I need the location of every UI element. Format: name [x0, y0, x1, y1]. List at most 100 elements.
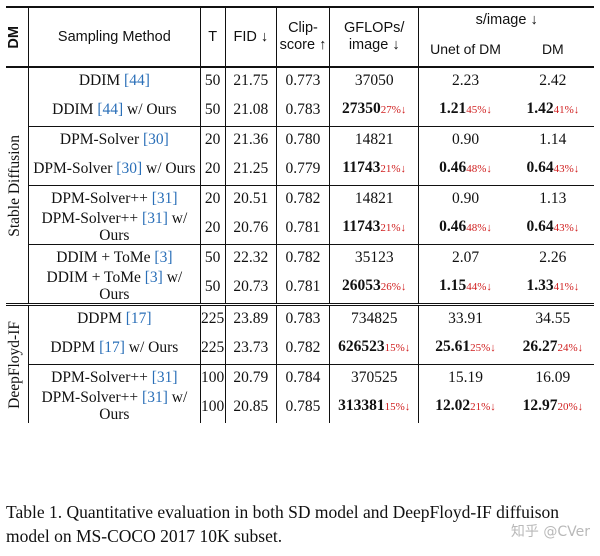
- clip-cell: 0.782: [276, 185, 331, 210]
- citation-link[interactable]: [17]: [99, 338, 125, 356]
- clip-cell: 0.782: [276, 244, 331, 269]
- method-cell: DDIM [44] w/ Ours: [28, 92, 201, 127]
- method-cell: DDPM [17] w/ Ours: [28, 330, 201, 365]
- table-row-ours: DPM-Solver++ [31] w/ Ours 20 20.76 0.781 117…: [6, 210, 594, 245]
- citation-link[interactable]: [44]: [97, 100, 124, 118]
- table-row-baseline: DPM-Solver++ [31] 20 20.51 0.782 14821 0.90 1.…: [6, 185, 594, 210]
- unet-cell: 0.4648%↓: [419, 151, 512, 186]
- fid-cell: 21.08: [224, 92, 277, 127]
- gflops-value: 27350: [342, 99, 381, 117]
- fid-cell: 20.51: [224, 185, 277, 210]
- results-table: DM Sampling Method T FID ↓ Clip-score ↑ …: [6, 6, 594, 423]
- clip-cell: 0.785: [276, 389, 331, 423]
- method-suffix: w/ Ours: [128, 338, 179, 356]
- clip-cell: 0.773: [276, 66, 331, 92]
- header-unet: Unet of DM: [430, 40, 501, 57]
- table-row-baseline: DeepFloyd-IF DDPM [17] 225 23.89 0.783 734825…: [6, 303, 594, 423]
- method-suffix: w/ Ours: [127, 100, 177, 118]
- header-simage: s/image ↓: [418, 6, 594, 32]
- watermark: 知乎 @CVer: [510, 524, 590, 540]
- dm-reduction: 43%↓: [553, 221, 580, 234]
- citation-link[interactable]: [17]: [125, 309, 152, 327]
- gflops-cell: 14821: [329, 185, 420, 210]
- dm-reduction: 20%↓: [557, 400, 584, 413]
- method-name: DDIM: [78, 71, 121, 89]
- method-name: DDPM: [77, 309, 122, 327]
- method-name: DDIM: [52, 100, 94, 118]
- unet-value: 12.02: [435, 396, 471, 414]
- gflops-cell: 370525: [329, 364, 420, 389]
- dm-cell: 34.55: [511, 303, 594, 330]
- dm-cell: 0.6443%↓: [512, 210, 594, 245]
- dm-cell: 1.3341%↓: [512, 269, 594, 305]
- dm-cell: 1.14: [511, 126, 594, 151]
- dm-reduction: 43%↓: [553, 162, 580, 175]
- unet-reduction: 48%↓: [466, 162, 492, 175]
- clip-cell: 0.779: [276, 151, 331, 186]
- t-cell: 100: [201, 397, 225, 415]
- header-gflops: GFLOPs/ image ↓: [329, 6, 420, 67]
- citation-link[interactable]: [30]: [142, 130, 169, 148]
- t-cell: 50: [204, 277, 221, 295]
- fid-cell: 21.75: [224, 66, 277, 92]
- citation-link[interactable]: [31]: [151, 189, 178, 207]
- gflops-cell: 1174321%↓: [329, 151, 420, 186]
- citation-link[interactable]: [3]: [154, 248, 173, 266]
- unet-value: 0.46: [439, 217, 467, 235]
- dm-reduction: 41%↓: [553, 280, 580, 293]
- fid-cell: 20.79: [224, 364, 277, 389]
- unet-cell: 2.07: [418, 244, 512, 269]
- method-cell: DDIM + ToMe [3]: [28, 244, 201, 269]
- citation-link[interactable]: [30]: [116, 159, 143, 177]
- clip-cell: 0.784: [276, 364, 331, 389]
- method-cell: DPM-Solver [30] w/ Ours: [28, 151, 201, 186]
- dm-cell: 0.6443%↓: [512, 151, 594, 186]
- table-row-ours: DPM-Solver [30] w/ Ours 20 21.25 0.779 11743…: [6, 151, 594, 186]
- citation-link[interactable]: [3]: [144, 269, 163, 286]
- clip-cell: 0.782: [276, 330, 331, 365]
- citation-link[interactable]: [44]: [124, 71, 150, 89]
- dm-cell: 2.42: [511, 66, 594, 92]
- method-name: DPM-Solver++: [41, 389, 139, 406]
- citation-link[interactable]: [31]: [151, 368, 178, 386]
- citation-link[interactable]: [31]: [142, 210, 168, 227]
- method-cell: DPM-Solver++ [31]: [28, 185, 201, 210]
- gflops-reduction: 15%↓: [384, 400, 411, 413]
- table-row-baseline: DDIM + ToMe [3] 50 22.32 0.782 35123 2.07 2.26: [6, 244, 594, 269]
- t-cell: 20: [200, 185, 226, 210]
- method-name: DPM-Solver++: [51, 368, 148, 386]
- t-cell: 50: [200, 244, 226, 269]
- group-label-cell: Stable Diffusion: [6, 66, 30, 305]
- gflops-value: 26053: [342, 276, 381, 294]
- t-cell: 225: [200, 303, 226, 330]
- dm-value: 12.97: [522, 396, 558, 414]
- fid-cell: 23.73: [224, 330, 277, 365]
- method-name: DDIM + ToMe: [46, 269, 141, 286]
- method-cell: DPM-Solver++ [31] w/ Ours: [28, 210, 201, 245]
- header-method: Sampling Method: [28, 6, 201, 67]
- method-cell: DDPM [17]: [28, 303, 201, 330]
- dm-value: 0.64: [526, 217, 554, 235]
- t-cell: 100: [200, 364, 226, 389]
- header-row: DM Sampling Method T FID ↓ Clip-score ↑ …: [6, 6, 594, 67]
- table-caption: Table 1. Quantitative evaluation in both…: [6, 502, 560, 546]
- unet-cell: 1.1544%↓: [419, 269, 512, 305]
- header-clip: Clip-score ↑: [276, 6, 331, 67]
- method-suffix: w/ Ours: [99, 269, 183, 303]
- method-cell: DDIM [44]: [28, 66, 201, 92]
- gflops-reduction: 26%↓: [380, 280, 407, 293]
- clip-cell: 0.783: [276, 303, 331, 330]
- t-cell: 50: [204, 100, 221, 118]
- dm-cell: 12.9720%↓: [512, 389, 594, 423]
- method-name: DDPM: [50, 338, 96, 356]
- unet-reduction: 25%↓: [470, 341, 496, 354]
- citation-link[interactable]: [31]: [142, 389, 168, 406]
- unet-reduction: 48%↓: [466, 221, 492, 234]
- gflops-cell: 14821: [329, 126, 420, 151]
- dm-cell: 16.09: [511, 364, 594, 389]
- unet-value: 25.61: [435, 337, 471, 355]
- gflops-value: 313381: [338, 396, 385, 414]
- fid-cell: 20.73: [224, 269, 277, 305]
- unet-cell: 15.19: [418, 364, 512, 389]
- fid-cell: 22.32: [224, 244, 277, 269]
